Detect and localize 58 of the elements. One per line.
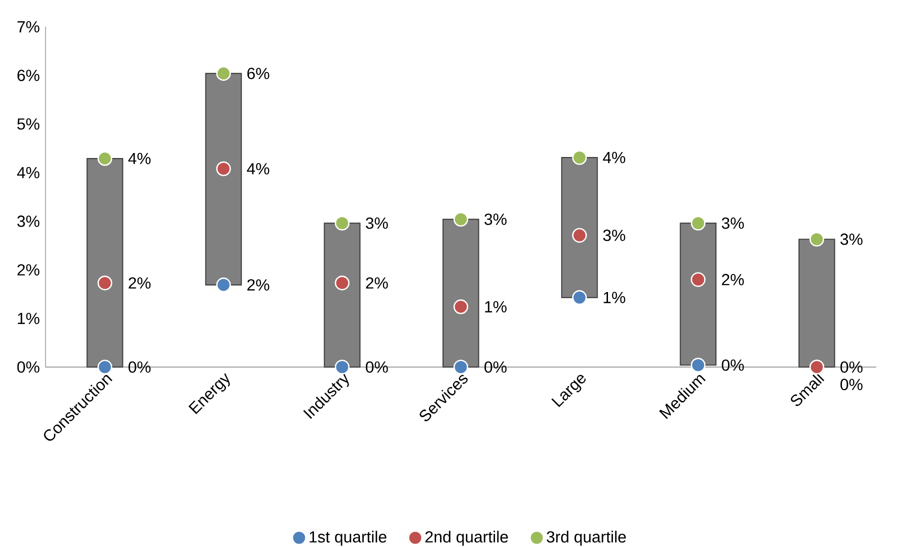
point [809, 232, 824, 247]
data-label: 3% [722, 218, 744, 230]
legend-label: 3rd quartile [546, 530, 626, 546]
bar [86, 158, 124, 368]
y-tick-label: 7% [18, 21, 40, 33]
data-label: 0% [484, 362, 507, 373]
point [453, 300, 468, 314]
point [690, 358, 706, 373]
bar [324, 222, 361, 368]
point [334, 360, 350, 375]
data-label: 0% [366, 362, 388, 373]
point [334, 276, 350, 291]
point [690, 272, 706, 288]
data-label: 2% [366, 278, 388, 289]
y-tick-label: 6% [18, 70, 40, 82]
point [216, 278, 231, 292]
data-label: 2% [247, 279, 270, 291]
bar [798, 238, 836, 368]
point [216, 162, 231, 176]
data-label: 3% [366, 218, 388, 230]
y-tick-label: 2% [17, 264, 40, 276]
point [453, 212, 468, 227]
data-label: 6% [247, 68, 270, 80]
point [98, 360, 112, 375]
data-label: 1% [485, 301, 507, 313]
point [572, 290, 587, 306]
data-label: 0% [840, 379, 863, 390]
bar [205, 73, 242, 286]
point [334, 216, 350, 231]
point [453, 360, 468, 375]
point [572, 150, 587, 166]
bar [442, 218, 480, 368]
y-tick-label: 0% [17, 362, 40, 373]
legend-label: 2nd quartile [425, 530, 508, 546]
data-label: 0% [128, 362, 151, 373]
point [572, 228, 587, 243]
y-tick-label: 4% [17, 167, 40, 178]
bar [680, 222, 716, 366]
point [690, 216, 706, 231]
data-label: 4% [128, 153, 151, 164]
point [98, 276, 112, 291]
y-tick-label: 5% [17, 118, 40, 130]
data-label: 2% [722, 274, 744, 286]
data-label: 4% [246, 163, 270, 175]
y-tick-label: 1% [18, 313, 40, 324]
legend-label: 1st quartile [310, 530, 386, 546]
bar [561, 157, 598, 298]
data-label: 1% [604, 292, 626, 304]
y-tick-label: 3% [17, 216, 40, 228]
data-label: 3% [603, 230, 626, 242]
data-label: 3% [840, 234, 863, 246]
data-label: 4% [602, 152, 626, 164]
data-label: 0% [840, 362, 863, 373]
data-label: 2% [128, 278, 151, 289]
point [98, 151, 112, 166]
data-label: 3% [484, 214, 507, 226]
data-label: 0% [722, 360, 744, 372]
point [216, 66, 231, 82]
